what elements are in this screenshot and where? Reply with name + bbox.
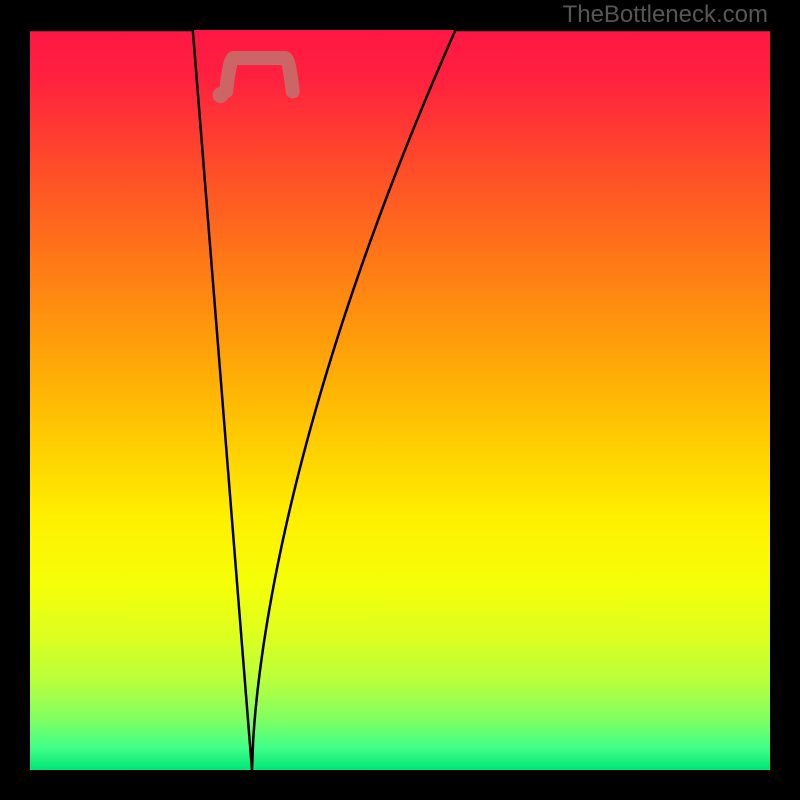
accent-dot	[213, 87, 229, 103]
bottleneck-curve	[30, 30, 770, 770]
accent-u	[226, 58, 293, 91]
chart-container: TheBottleneck.com	[0, 0, 800, 800]
curve-overlay	[0, 0, 800, 800]
watermark-text: TheBottleneck.com	[563, 1, 768, 29]
